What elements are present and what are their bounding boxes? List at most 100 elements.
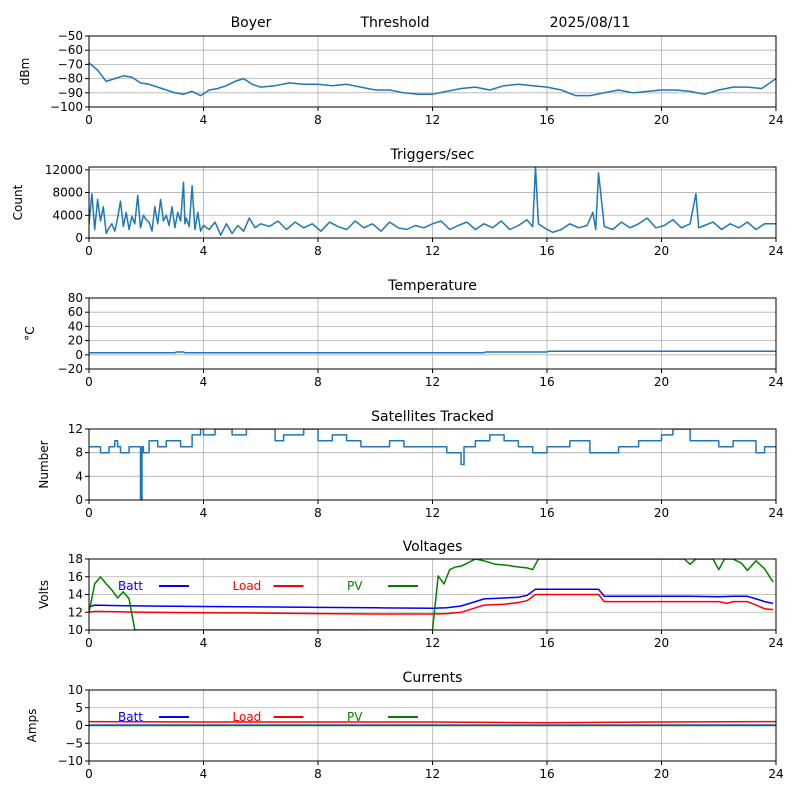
chart-title: Triggers/sec bbox=[390, 147, 475, 163]
header-date: 2025/08/11 bbox=[550, 15, 631, 31]
y-axis-label: Volts bbox=[37, 580, 51, 609]
y-tick-label: 10 bbox=[68, 623, 83, 637]
x-tick-label: 16 bbox=[539, 113, 554, 127]
x-tick-label: 24 bbox=[768, 506, 783, 520]
chart-title: Currents bbox=[403, 670, 463, 686]
x-tick-label: 0 bbox=[85, 113, 93, 127]
x-tick-label: 20 bbox=[654, 767, 669, 781]
chart-voltages: 0 4 8 12 16 20 24 10 12 14 16 18 Voltages Volts Batt Lo… bbox=[37, 539, 784, 650]
x-tick-label: 24 bbox=[768, 244, 783, 258]
series-group bbox=[89, 559, 774, 630]
legend-label-pv: PV bbox=[347, 579, 363, 593]
y-tick-label: −5 bbox=[65, 736, 83, 750]
x-tick-label: 16 bbox=[539, 767, 554, 781]
series-group bbox=[89, 720, 776, 727]
y-tick-label: 18 bbox=[68, 552, 83, 566]
legend-label-load: Load bbox=[233, 579, 262, 593]
x-tick-label: 20 bbox=[654, 244, 669, 258]
y-tick-label: 0 bbox=[75, 231, 83, 245]
series-group bbox=[89, 350, 776, 354]
legend-label-batt: Batt bbox=[118, 579, 143, 593]
y-tick-label: 60 bbox=[68, 305, 83, 319]
y-tick-label: 4 bbox=[75, 469, 83, 483]
x-tick-label: 12 bbox=[425, 767, 440, 781]
x-tick-label: 0 bbox=[85, 636, 93, 650]
header-station: Boyer bbox=[231, 15, 272, 31]
legend-label-load: Load bbox=[233, 710, 262, 724]
x-tick-label: 4 bbox=[200, 506, 208, 520]
x-tick-label: 12 bbox=[425, 113, 440, 127]
series-line-pv bbox=[89, 559, 774, 630]
y-tick-label: 10 bbox=[68, 683, 83, 697]
x-tick-label: 12 bbox=[425, 506, 440, 520]
y-tick-label: −50 bbox=[58, 29, 83, 43]
series-group bbox=[89, 62, 776, 97]
chart-satellites: 0 4 8 12 16 20 24 0 4 8 12 Satellites Tracked Number bbox=[37, 409, 784, 520]
series-line-batt bbox=[89, 588, 774, 610]
y-tick-label: 8000 bbox=[52, 186, 83, 200]
x-tick-label: 4 bbox=[200, 113, 208, 127]
y-tick-label: −10 bbox=[58, 754, 83, 768]
x-tick-label: 8 bbox=[314, 244, 322, 258]
y-tick-label: 8 bbox=[75, 446, 83, 460]
series-line-load bbox=[89, 720, 776, 724]
series-line-rssi bbox=[89, 62, 776, 97]
series-line-satellites bbox=[89, 429, 776, 500]
x-tick-label: 4 bbox=[200, 244, 208, 258]
y-axis-label: Amps bbox=[25, 709, 39, 743]
x-tick-label: 16 bbox=[539, 636, 554, 650]
x-tick-label: 4 bbox=[200, 636, 208, 650]
y-tick-label: 12 bbox=[68, 422, 83, 436]
x-tick-label: 16 bbox=[539, 375, 554, 389]
y-tick-label: 80 bbox=[68, 291, 83, 305]
y-tick-label: 16 bbox=[68, 570, 83, 584]
x-tick-label: 16 bbox=[539, 244, 554, 258]
y-tick-label: 5 bbox=[75, 701, 83, 715]
x-tick-label: 4 bbox=[200, 767, 208, 781]
y-tick-label: 0 bbox=[75, 348, 83, 362]
legend-label-batt: Batt bbox=[118, 710, 143, 724]
y-tick-label: 12000 bbox=[45, 163, 83, 177]
y-tick-label: 4000 bbox=[52, 208, 83, 222]
series-line-triggers bbox=[89, 167, 776, 236]
x-tick-label: 12 bbox=[425, 375, 440, 389]
chart-rssi: 0 4 8 12 16 20 24 −100−90−80−70−60−50 dBm bbox=[18, 29, 784, 127]
series-line-temperature bbox=[89, 350, 776, 354]
x-tick-label: 8 bbox=[314, 636, 322, 650]
y-tick-label: −90 bbox=[58, 86, 83, 100]
x-tick-label: 8 bbox=[314, 506, 322, 520]
x-tick-label: 20 bbox=[654, 375, 669, 389]
y-axis-label: dBm bbox=[18, 58, 32, 86]
chart-triggers: 0 4 8 12 16 20 24 0 4000 8000 12000 Triggers/sec Cou… bbox=[11, 147, 784, 258]
legend-label-pv: PV bbox=[347, 710, 363, 724]
x-tick-label: 0 bbox=[85, 244, 93, 258]
y-tick-label: −60 bbox=[58, 43, 83, 57]
x-tick-label: 12 bbox=[425, 636, 440, 650]
y-tick-label: −80 bbox=[58, 72, 83, 86]
x-tick-label: 24 bbox=[768, 767, 783, 781]
x-tick-label: 8 bbox=[314, 767, 322, 781]
y-tick-label: 40 bbox=[68, 319, 83, 333]
header-mode: Threshold bbox=[360, 15, 430, 31]
x-tick-label: 8 bbox=[314, 113, 322, 127]
x-tick-label: 4 bbox=[200, 375, 208, 389]
chart-currents: 0 4 8 12 16 20 24 −10 −5 0 5 10 Currents Amps Batt Load… bbox=[25, 670, 784, 781]
chart-title: Temperature bbox=[387, 278, 477, 294]
x-tick-label: 24 bbox=[768, 636, 783, 650]
x-tick-label: 20 bbox=[654, 636, 669, 650]
y-axis-label: Number bbox=[37, 440, 51, 488]
x-tick-label: 12 bbox=[425, 244, 440, 258]
x-tick-label: 20 bbox=[654, 113, 669, 127]
header: Boyer Threshold 2025/08/11 bbox=[231, 15, 631, 31]
series-group bbox=[89, 429, 776, 500]
x-tick-label: 0 bbox=[85, 375, 93, 389]
x-tick-label: 0 bbox=[85, 506, 93, 520]
y-tick-label: −20 bbox=[58, 362, 83, 376]
x-tick-label: 20 bbox=[654, 506, 669, 520]
x-tick-label: 24 bbox=[768, 375, 783, 389]
chart-title: Voltages bbox=[403, 539, 463, 555]
x-tick-label: 0 bbox=[85, 767, 93, 781]
